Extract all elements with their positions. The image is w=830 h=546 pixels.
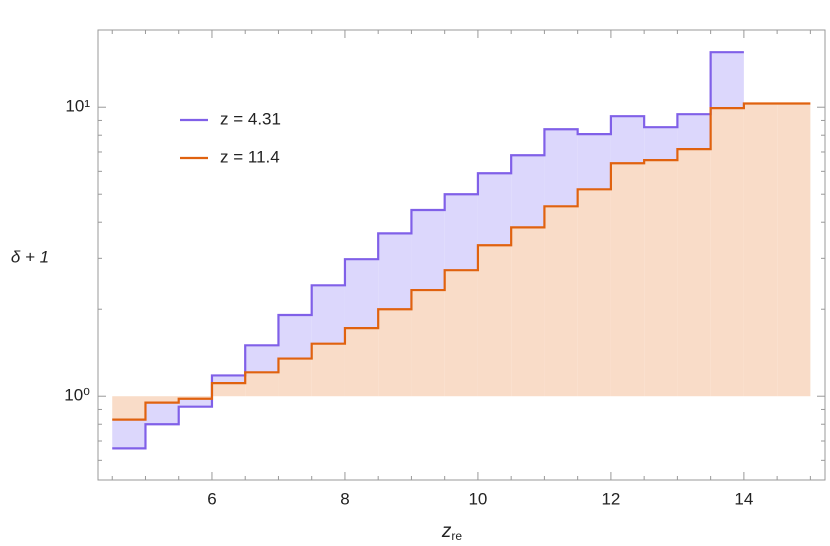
fill-area (311, 285, 345, 344)
y-tick-label: 10¹ (65, 97, 90, 116)
fill-area (710, 52, 744, 109)
fill-area (511, 227, 545, 397)
fill-area (145, 396, 179, 403)
fill-area (577, 189, 611, 397)
fill-area (743, 103, 778, 397)
fill-area (178, 398, 212, 407)
x-axis-label: zre (441, 521, 462, 543)
plot-frame (97, 29, 826, 481)
step-line (112, 51, 744, 450)
fill-area (610, 163, 645, 397)
legend-label: z = 11.4 (220, 147, 280, 166)
fills (112, 52, 811, 449)
legend-label: z = 4.31 (220, 109, 281, 128)
fill-area (444, 270, 478, 397)
fill-area (777, 103, 811, 397)
fill-area (378, 233, 412, 310)
fill-area (311, 343, 345, 397)
fill-area (411, 209, 445, 291)
fill-area (112, 396, 146, 420)
fill-area (344, 328, 379, 397)
fill-area (610, 116, 645, 164)
x-tick-label: 14 (734, 489, 753, 508)
fill-area (145, 402, 179, 425)
x-tick-label: 10 (468, 489, 487, 508)
y-axis-label: δ + 1 (11, 247, 49, 266)
fill-area (644, 160, 678, 397)
fill-area (544, 129, 578, 207)
fill-area (444, 194, 478, 271)
x-axis-label-main: z (441, 521, 452, 542)
y-tick-label: 10⁰ (64, 386, 90, 405)
x-axis-label-sub: re (451, 529, 462, 543)
fill-area (112, 419, 146, 449)
fill-area (544, 206, 578, 397)
x-tick-label: 12 (601, 489, 620, 508)
fill-area (511, 155, 545, 228)
x-tick-label: 8 (340, 489, 349, 508)
fill-area (211, 375, 246, 384)
fill-area (245, 372, 279, 397)
fill-area (178, 396, 212, 399)
x-tick-label: 6 (207, 489, 216, 508)
lines (112, 51, 811, 450)
fill-area (278, 315, 312, 359)
fill-area (577, 134, 611, 190)
fill-area (644, 127, 678, 161)
fill-area (477, 245, 512, 397)
fill-area (677, 114, 711, 150)
fill-area (344, 259, 379, 329)
fill-area (477, 173, 512, 246)
fill-area (245, 345, 279, 373)
step-line (112, 102, 811, 421)
fill-area (211, 383, 246, 397)
fill-area (278, 358, 312, 397)
fill-area (378, 309, 412, 397)
fill-area (411, 290, 445, 397)
fill-area (677, 149, 711, 397)
fill-area (710, 108, 744, 397)
